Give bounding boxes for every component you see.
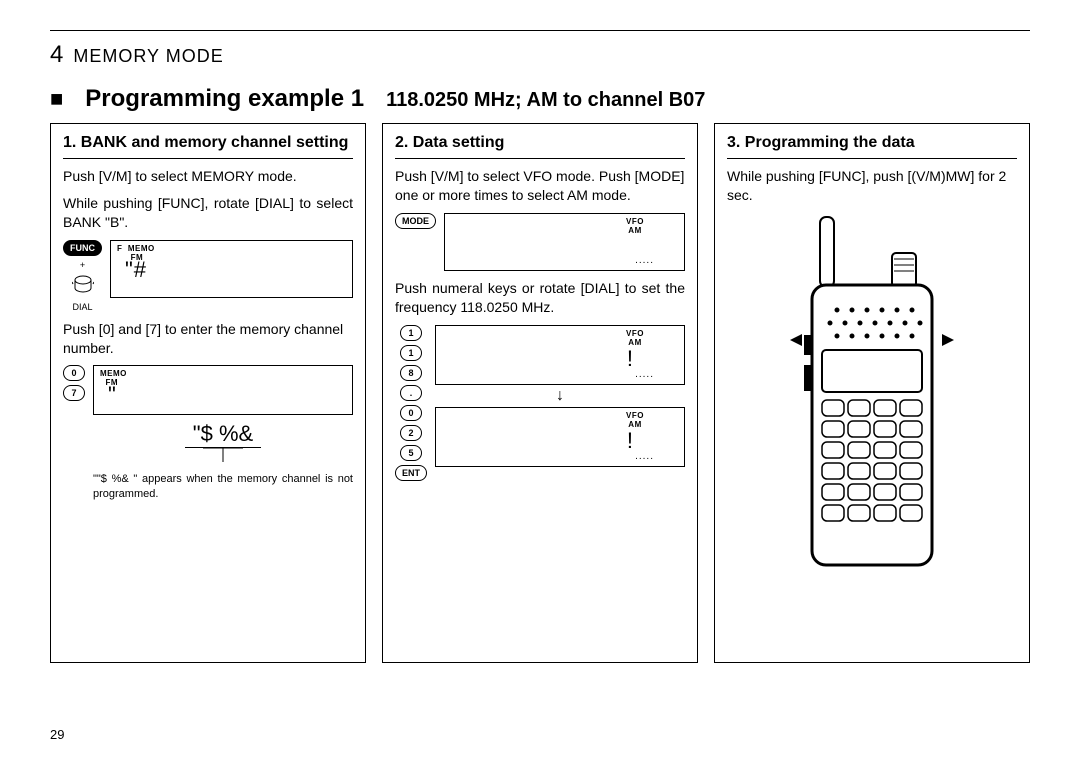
- key-1a: 1: [400, 325, 422, 341]
- lcd2-big: ": [108, 382, 117, 408]
- dial-icon: [72, 274, 94, 298]
- key-dot: .: [400, 385, 422, 401]
- key-0b: 0: [400, 405, 422, 421]
- chapter-number: 4: [50, 41, 63, 69]
- panel1-caption: ""$ %& " appears when the memory channel…: [93, 472, 353, 501]
- lcd-display-5: VFO AM ! .....: [435, 407, 685, 467]
- chapter-title: MEMORY MODE: [73, 46, 223, 67]
- section-subtitle: 118.0250 MHz; AM to channel B07: [386, 89, 705, 112]
- lcd-display-1: F MEMO FM "#: [110, 240, 353, 298]
- key-7: 7: [63, 385, 85, 401]
- blank-callout: "$ %&: [185, 421, 261, 448]
- lcd-display-2: MEMO FM ": [93, 365, 353, 415]
- func-key: FUNC: [63, 240, 102, 256]
- lcd5-big: !: [627, 428, 634, 454]
- lcd3-tr: VFO AM: [626, 217, 644, 235]
- lcd4-big: !: [627, 346, 634, 372]
- section-marker: ■: [50, 86, 63, 112]
- section-title: Programming example 1: [85, 85, 364, 113]
- panel2-p2: Push numeral keys or rotate [DIAL] to se…: [395, 279, 685, 317]
- mode-key: MODE: [395, 213, 436, 229]
- radio-illustration: [782, 215, 962, 575]
- panel1-p2: While pushing [FUNC], rotate [DIAL] to s…: [63, 194, 353, 232]
- key-2: 2: [400, 425, 422, 441]
- key-1b: 1: [400, 345, 422, 361]
- panel1-p1: Push [V/M] to select MEMORY mode.: [63, 167, 353, 186]
- lcd5-dots: .....: [635, 451, 654, 462]
- panel2-p1: Push [V/M] to select VFO mode. Push [MOD…: [395, 167, 685, 205]
- panel-bank-memory: 1. BANK and memory channel setting Push …: [50, 123, 366, 663]
- page-number: 29: [50, 727, 64, 742]
- arrow-down-icon: ↓: [435, 387, 685, 405]
- key-5: 5: [400, 445, 422, 461]
- key-ent: ENT: [395, 465, 427, 481]
- lcd3-dots: .....: [635, 255, 654, 266]
- panel3-heading: 3. Programming the data: [727, 134, 1017, 159]
- panel2-heading: 2. Data setting: [395, 134, 685, 159]
- panel-data-setting: 2. Data setting Push [V/M] to select VFO…: [382, 123, 698, 663]
- lcd4-tr: VFO AM: [626, 329, 644, 347]
- lcd5-tr: VFO AM: [626, 411, 644, 429]
- panel1-p3: Push [0] and [7] to enter the memory cha…: [63, 320, 353, 358]
- panel-programming-data: 3. Programming the data While pushing [F…: [714, 123, 1030, 663]
- lcd-display-3: VFO AM .....: [444, 213, 685, 271]
- panel3-p1: While pushing [FUNC], push [(V/M)MW] for…: [727, 167, 1017, 205]
- key-8: 8: [400, 365, 422, 381]
- lcd4-dots: .....: [635, 369, 654, 380]
- dial-label: DIAL: [72, 302, 92, 312]
- lcd-display-4: VFO AM ! .....: [435, 325, 685, 385]
- panel1-heading: 1. BANK and memory channel setting: [63, 134, 353, 159]
- plus-sign: +: [80, 260, 85, 270]
- key-0: 0: [63, 365, 85, 381]
- lcd1-big: "#: [125, 257, 147, 283]
